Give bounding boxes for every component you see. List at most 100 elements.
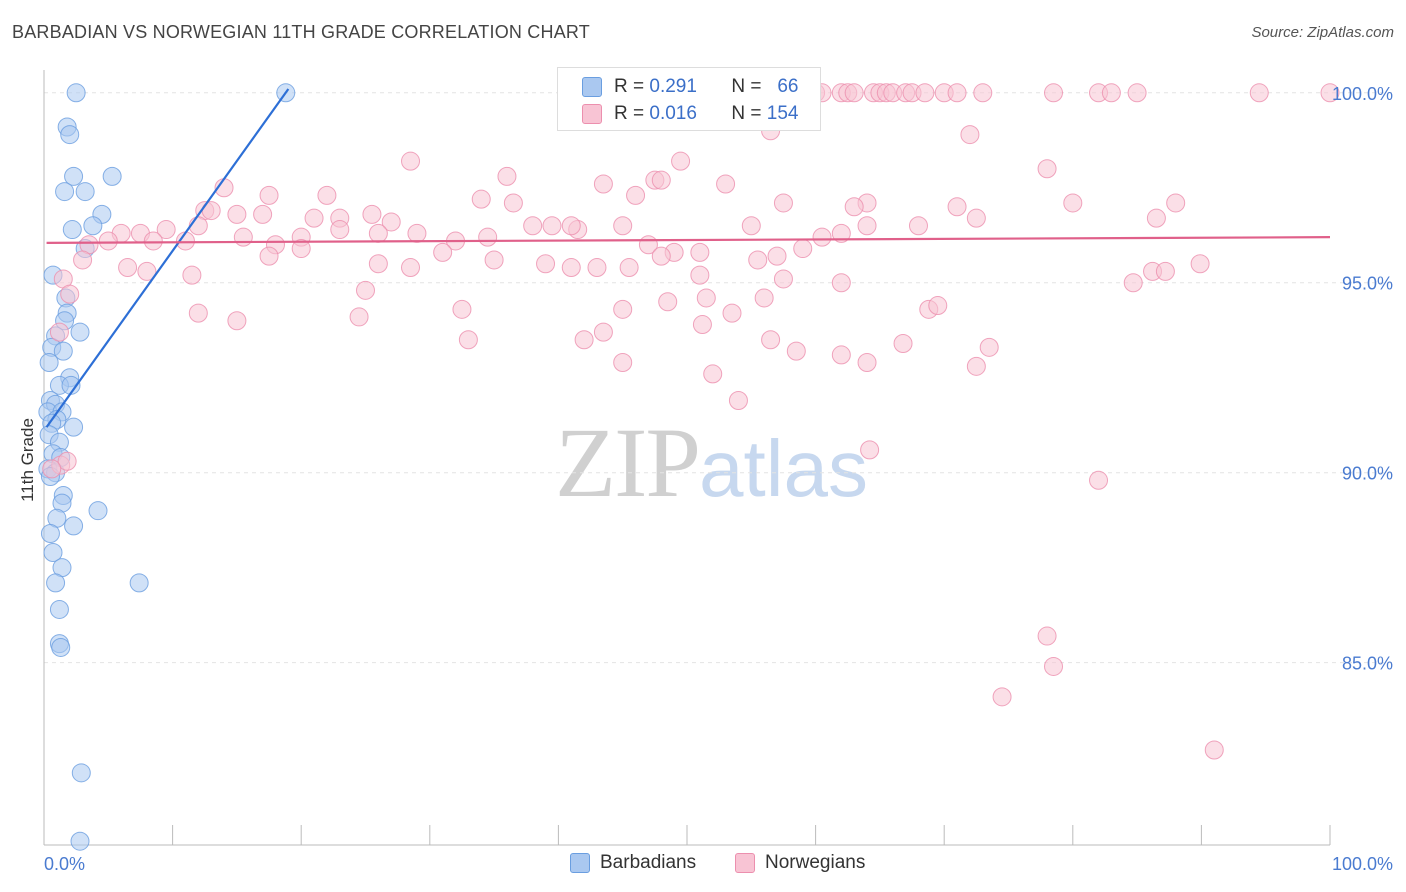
legend-n-label: N = <box>731 76 762 97</box>
legend-swatch-norwegians <box>582 104 602 124</box>
norwegian-point <box>844 197 864 217</box>
norwegian-point <box>844 83 864 103</box>
norwegian-point <box>291 239 311 259</box>
norwegian-point <box>1166 193 1186 213</box>
norwegian-point <box>619 258 639 278</box>
norwegian-point <box>349 307 369 327</box>
norwegian-point <box>973 83 993 103</box>
norwegian-point <box>716 174 736 194</box>
x-tick-label: 0.0% <box>44 854 85 874</box>
norwegian-point <box>593 322 613 342</box>
norwegian-point <box>42 459 62 479</box>
legend-r-label: R = <box>614 103 645 124</box>
norwegian-point <box>478 227 498 247</box>
norwegian-point <box>73 250 93 270</box>
chart-title: BARBADIAN VS NORWEGIAN 11TH GRADE CORREL… <box>12 22 590 42</box>
norwegians-trend-line <box>46 236 1331 244</box>
norwegian-point <box>748 250 768 270</box>
norwegian-point <box>259 246 279 266</box>
norwegian-point <box>1123 273 1143 293</box>
barbadian-point <box>49 599 69 619</box>
barbadians-trend-line <box>45 88 290 428</box>
y-tick-label: 90.0% <box>1342 464 1393 484</box>
barbadian-point <box>66 83 86 103</box>
norwegian-point <box>188 216 208 236</box>
trend-lines <box>45 88 1331 428</box>
norwegian-point <box>1249 83 1269 103</box>
norwegian-point <box>1037 626 1057 646</box>
norwegian-point <box>831 223 851 243</box>
norwegian-point <box>831 273 851 293</box>
barbadian-point <box>39 353 59 373</box>
series-legend: Barbadians Norwegians <box>0 852 1406 878</box>
norwegian-point <box>497 166 517 186</box>
norwegian-point <box>60 284 80 304</box>
norwegian-point <box>1146 208 1166 228</box>
norwegian-point <box>960 125 980 145</box>
norwegian-point <box>651 246 671 266</box>
legend-n-value: 154 <box>766 103 799 124</box>
barbadian-point <box>64 516 84 536</box>
norwegian-point <box>401 258 421 278</box>
barbadian-point <box>46 573 66 593</box>
barbadian-point <box>71 763 91 783</box>
legend-row-norwegians: R = 0.016 N = 154 <box>582 101 798 127</box>
norwegian-point <box>626 185 646 205</box>
legend-label-barbadians: Barbadians <box>600 852 697 873</box>
norwegian-point <box>536 254 556 274</box>
norwegian-point <box>407 223 427 243</box>
norwegian-point <box>658 292 678 312</box>
norwegian-point <box>98 231 118 251</box>
norwegian-point <box>433 242 453 262</box>
legend-item-barbadians[interactable]: Barbadians <box>570 852 696 874</box>
norwegian-point <box>692 315 712 335</box>
norwegian-point <box>741 216 761 236</box>
norwegian-point <box>227 204 247 224</box>
barbadian-point <box>60 125 80 145</box>
x-tick-label: 100.0% <box>1332 854 1393 874</box>
norwegian-point <box>362 204 382 224</box>
legend-r-value: 0.291 <box>649 76 697 97</box>
barbadians-points <box>38 83 296 851</box>
norwegian-point <box>317 185 337 205</box>
norwegian-point <box>992 687 1012 707</box>
norwegian-point <box>722 303 742 323</box>
norwegian-point <box>561 258 581 278</box>
norwegian-point <box>860 440 880 460</box>
norwegian-point <box>561 216 581 236</box>
barbadian-point <box>75 182 95 202</box>
norwegian-point <box>966 356 986 376</box>
norwegian-point <box>613 299 633 319</box>
norwegian-point <box>1155 261 1175 281</box>
barbadian-point <box>102 166 122 186</box>
norwegian-point <box>381 212 401 232</box>
legend-r-label: R = <box>614 76 645 97</box>
norwegian-point <box>786 341 806 361</box>
norwegian-point <box>979 337 999 357</box>
norwegian-point <box>137 261 157 281</box>
legend-swatch-norwegians <box>735 853 755 873</box>
norwegian-point <box>188 303 208 323</box>
norwegian-point <box>143 231 163 251</box>
norwegian-point <box>613 353 633 373</box>
norwegian-point <box>754 288 774 308</box>
norwegian-point <box>156 220 176 240</box>
norwegian-point <box>368 254 388 274</box>
norwegian-point <box>1101 83 1121 103</box>
norwegian-point <box>259 185 279 205</box>
norwegian-point <box>593 174 613 194</box>
tick-labels: 85.0% 90.0% 95.0% 100.0% 0.0% 100.0% <box>44 84 1393 874</box>
norwegian-point <box>703 364 723 384</box>
norwegian-point <box>966 208 986 228</box>
norwegian-point <box>812 227 832 247</box>
norwegian-point <box>1127 83 1147 103</box>
norwegian-point <box>690 242 710 262</box>
source-label: Source: ZipAtlas.com <box>1251 24 1394 41</box>
legend-row-barbadians: R = 0.291 N = 66 <box>582 74 798 100</box>
norwegian-point <box>253 204 273 224</box>
norwegian-point <box>690 265 710 285</box>
legend-item-norwegians[interactable]: Norwegians <box>735 852 865 874</box>
watermark: ZIPatlas <box>555 405 868 520</box>
norwegian-point <box>857 353 877 373</box>
norwegian-point <box>1044 656 1064 676</box>
